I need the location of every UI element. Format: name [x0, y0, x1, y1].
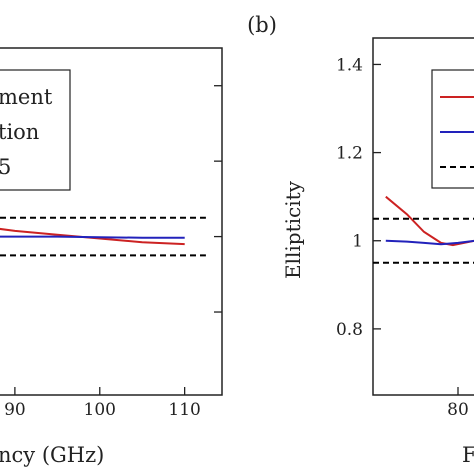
legend-label: ment — [0, 85, 53, 109]
legend-box — [0, 69, 71, 191]
y-tick-label: 1.2 — [336, 144, 363, 164]
series-line — [0, 227, 185, 246]
legend-label: tion — [0, 120, 39, 144]
series-line — [385, 195, 474, 247]
plot-frame — [0, 47, 223, 396]
panel-label: (b) — [247, 13, 277, 37]
x-axis-label: F — [462, 443, 474, 467]
y-tick-label: 1 — [352, 232, 363, 252]
series-line — [385, 239, 474, 246]
legend-box — [431, 69, 474, 189]
x-tick-label: 100 — [84, 400, 116, 420]
y-tick-label: 0.8 — [336, 320, 363, 340]
y-tick-label: 1.4 — [336, 55, 363, 75]
x-axis-label: ncy (GHz) — [0, 443, 104, 467]
x-tick-label: 90 — [4, 400, 26, 420]
series-line — [0, 235, 185, 239]
x-tick-label: 110 — [168, 400, 200, 420]
y-axis-label: Ellipticity — [281, 180, 305, 279]
legend-label: 5 — [0, 155, 11, 179]
x-tick-label: 80 — [447, 400, 469, 420]
